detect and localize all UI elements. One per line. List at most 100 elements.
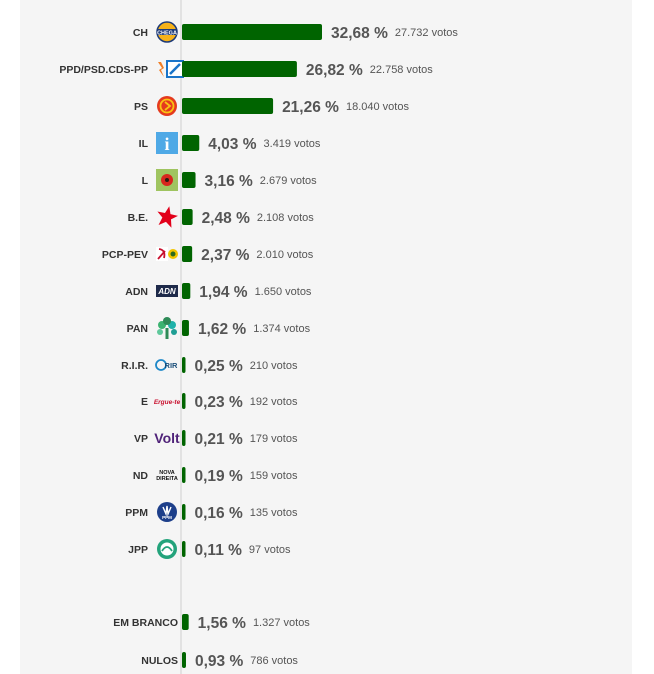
percent-label: 0,11 % [195,542,243,559]
votes-label: 1.374 votos [253,323,310,335]
result-bar [182,393,186,409]
party-label: PAN [127,323,148,335]
result-bar [182,24,322,40]
ergue-te-logo-icon: Ergue-te [154,399,181,406]
votes-label: 22.758 votos [370,64,433,76]
result-bar [182,320,189,336]
party-label: IL [139,138,149,150]
result-row-ppm: PPM PPM 0,16 % 135 votos [125,502,298,522]
party-label: VP [134,433,148,445]
party-label: CH [133,27,148,39]
result-bar [182,652,186,668]
party-label: PPD/PSD.CDS-PP [59,64,148,76]
percent-label: 3,16 % [205,173,253,190]
percent-label: 2,37 % [201,247,249,264]
votes-label: 210 votos [250,360,298,372]
rir-logo-icon: RIR [155,359,179,371]
results-panel: CH CHEGA 32,68 % 27.732 votos PPD/PSD.CDS-PP… [20,0,632,674]
pan-tree-icon [157,317,177,339]
svg-text:Volt: Volt [154,430,180,446]
result-bar [182,614,189,630]
result-row-pan: PAN 1,62 % 1.374 votos [127,317,311,339]
party-label: ND [133,470,149,482]
adn-logo-icon: ADN [156,285,178,297]
svg-text:DIREITA: DIREITA [156,476,178,482]
percent-label: 0,19 % [195,468,243,485]
percent-label: 0,21 % [195,431,243,448]
result-bar [182,98,274,114]
result-row-il: IL i 4,03 % 3.419 votos [139,132,321,154]
result-row-l: L 3,16 % 2.679 votos [142,169,317,191]
votes-label: 192 votos [250,396,298,408]
result-row-b-e: B.E. 2,48 % 2.108 votos [128,206,314,228]
percent-label: 0,16 % [195,505,243,522]
votes-label: 1.327 votos [253,617,310,629]
votes-label: 3.419 votos [264,138,321,150]
result-bar [182,283,191,299]
votes-label: 2.108 votos [257,212,314,224]
percent-label: 32,68 % [331,25,388,42]
percent-label: 1,56 % [198,615,246,632]
percent-label: 1,62 % [198,321,246,338]
percent-label: 0,23 % [195,394,243,411]
result-row-ppd-psd-cds-pp: PPD/PSD.CDS-PP 26,82 % 22.758 votos [59,60,433,79]
party-label: JPP [128,544,148,556]
jpp-logo-icon [157,539,177,559]
result-row-pcp-pev: PCP-PEV 2,37 % 2.010 votos [102,246,314,264]
result-row-r-i-r: R.I.R. RIR 0,25 % 210 votos [121,357,298,375]
result-row-vp: VP Volt 0,21 % 179 votos [134,430,298,448]
ppm-logo-icon: PPM [157,502,177,522]
result-row-nulos: NULOS 0,93 % 786 votos [141,652,298,670]
svg-text:Ergue-te: Ergue-te [154,399,181,406]
votes-label: 97 votos [249,544,291,556]
result-bar [182,172,196,188]
percent-label: 1,94 % [199,284,247,301]
svg-text:CHEGA: CHEGA [157,31,177,37]
percent-label: 21,26 % [282,99,339,116]
result-bar [182,541,186,557]
percent-label: 2,48 % [202,210,250,227]
percent-label: 26,82 % [306,62,363,79]
pcp-pev-logo-icon [156,247,178,261]
party-label: L [142,175,149,187]
party-label: ADN [125,286,148,298]
result-bar [182,61,297,77]
votes-label: 179 votos [250,433,298,445]
party-label: R.I.R. [121,360,148,372]
result-row-ch: CH CHEGA 32,68 % 27.732 votos [133,21,458,43]
percent-label: 0,25 % [195,358,243,375]
il-logo-icon: i [156,132,178,154]
result-bar [182,135,200,151]
votes-label: 135 votos [250,507,298,519]
votes-label: 1.650 votos [255,286,312,298]
be-star-icon [157,206,178,228]
ch-logo-icon: CHEGA [156,21,178,43]
result-row-jpp: JPP 0,11 % 97 votos [128,539,291,559]
votes-label: 2.679 votos [260,175,317,187]
result-row-adn: ADN ADN 1,94 % 1.650 votos [125,283,312,301]
result-row-e: E Ergue-te 0,23 % 192 votos [141,393,298,411]
result-bar [182,357,186,373]
votes-label: 2.010 votos [256,249,313,261]
election-results-chart: CH CHEGA 32,68 % 27.732 votos PPD/PSD.CDS-PP… [59,0,458,674]
livre-logo-icon [156,169,178,191]
votes-label: 18.040 votos [346,101,409,113]
percent-label: 4,03 % [208,136,256,153]
result-bar [182,246,193,262]
party-label: PS [134,101,148,113]
result-bar [182,430,186,446]
result-row-ps: PS 21,26 % 18.040 votos [134,96,409,116]
votes-label: 786 votos [250,655,298,667]
party-label: NULOS [141,655,178,667]
result-bar [182,504,186,520]
svg-text:NOVA: NOVA [159,470,175,476]
svg-text:RIR: RIR [165,361,179,370]
svg-text:i: i [164,134,169,154]
volt-logo-icon: Volt [154,430,180,446]
result-row-em-branco: EM BRANCO 1,56 % 1.327 votos [113,614,310,632]
votes-label: 27.732 votos [395,27,458,39]
party-label: PPM [125,507,148,519]
party-label: E [141,396,148,408]
